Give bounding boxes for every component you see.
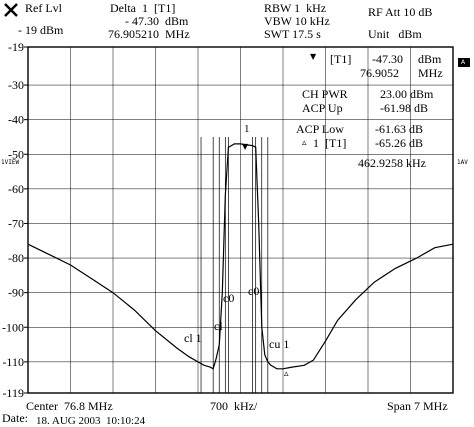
unit: Unit dBm — [368, 27, 422, 41]
y-tick-label: -60 — [8, 182, 24, 196]
marker-row1-freq: 76.9052 — [360, 66, 399, 80]
acp-low-label: ACP Low — [296, 122, 344, 136]
marker-triangle: ▼ — [310, 52, 317, 61]
annotation-cl: cl — [214, 319, 223, 333]
delta-level: - 47.30 dBm — [125, 14, 189, 28]
y-tick-label: -90 — [8, 286, 24, 300]
annotation-c0-left: c0 — [223, 291, 234, 305]
marker-1-triangle: ▼ — [242, 142, 249, 151]
acp-up-label: ACP Up — [302, 101, 343, 115]
ref-level-label: Ref Lvl — [25, 1, 62, 15]
rf-attenuation: RF Att 10 dB — [368, 5, 433, 19]
trace-mode-left: 1VIEW — [1, 159, 20, 166]
ch-pwr-value: 23.00 dBm — [380, 87, 434, 101]
spectrum-trace — [27, 143, 454, 370]
sweep-time: SWT 17.5 s — [264, 27, 321, 41]
y-tick-label: -80 — [8, 251, 24, 265]
trigger-badge-label: A — [461, 59, 466, 66]
acp-up-value: -61.98 dB — [380, 101, 428, 115]
y-tick-label: -119 — [2, 386, 24, 400]
delta-frequency: 76.905210 MHz — [108, 27, 190, 41]
marker-row1-level: -47.30 — [372, 52, 403, 66]
marker-row5-value: -65.26 dB — [375, 136, 423, 150]
marker-row1-level-unit: dBm — [418, 52, 442, 66]
marker-delta-triangle: ▵ — [284, 369, 289, 379]
division: 700 kHz/ — [210, 399, 258, 413]
plot-frame — [27, 46, 454, 394]
date-value: 18. AUG 2003 10:10:24 — [36, 415, 146, 427]
marker-row1-label: [T1] — [330, 52, 352, 66]
acp-low-value: -61.63 dB — [375, 122, 423, 136]
delta-triangle: ▵ — [302, 138, 307, 148]
marker-1-label: 1 — [244, 123, 250, 135]
y-tick-label: -100 — [2, 320, 24, 334]
trace-mode-right: 1AV — [457, 159, 468, 166]
delta-label: Delta 1 [T1] — [110, 1, 176, 15]
y-tick-label: -19 — [8, 40, 24, 54]
channel-lines — [200, 136, 269, 393]
marker-row6-value: 462.9258 kHz — [358, 156, 426, 170]
annotation-cl1: cl 1 — [184, 331, 202, 345]
marker-row5-label: 1 [T1] — [313, 136, 347, 150]
y-tick-labels: -19 -30 -40 -50 -60 -70 -80 -90 -100 -110 -119 — [2, 40, 28, 400]
ch-pwr-label: CH PWR — [302, 87, 348, 101]
vbw: VBW 10 kHz — [264, 14, 330, 28]
y-tick-label: -50 — [8, 147, 24, 161]
y-tick-label: -40 — [8, 113, 24, 127]
annotation-c0-right: c0 — [248, 284, 259, 298]
date-label: Date: — [2, 411, 28, 425]
rohde-schwarz-logo — [4, 3, 18, 17]
y-tick-label: -30 — [8, 78, 24, 92]
span: Span 7 MHz — [387, 399, 448, 413]
y-tick-label: -110 — [2, 355, 24, 369]
ref-level-value: - 19 dBm — [18, 23, 64, 37]
grid — [28, 47, 453, 393]
center-frequency: Center 76.8 MHz — [26, 399, 113, 413]
annotation-cu1: cu 1 — [269, 337, 289, 351]
y-tick-label: -70 — [8, 216, 24, 230]
rbw: RBW 1 kHz — [264, 1, 327, 15]
trigger-badge: A — [458, 58, 470, 67]
marker-row1-freq-unit: MHz — [418, 66, 443, 80]
